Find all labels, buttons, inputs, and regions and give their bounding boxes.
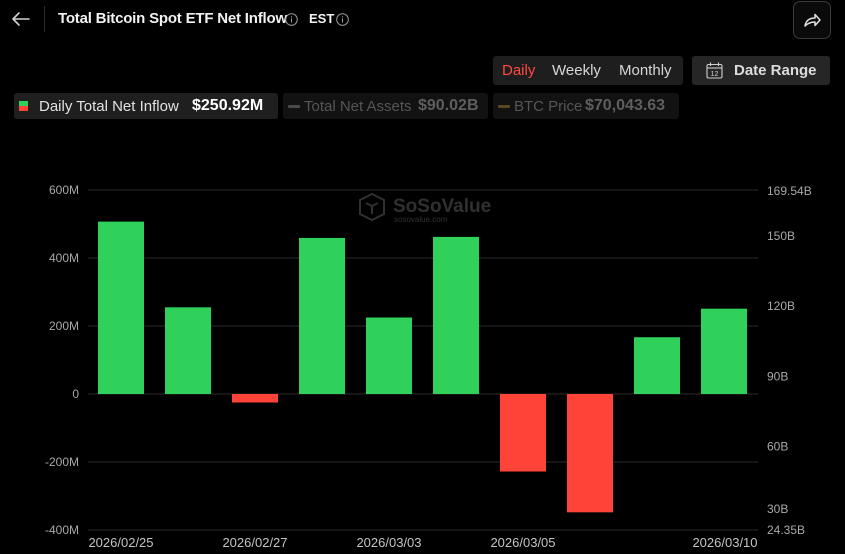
left-axis: 600M 400M 200M 0 -200M -400M [45, 183, 79, 537]
share-button[interactable] [793, 1, 831, 39]
top-bar: Total Bitcoin Spot ETF Net Inflow EST [0, 0, 845, 40]
bar-2026-02-26 [165, 307, 211, 394]
bar-2026-03-04 [433, 236, 479, 394]
legend-btc-value: $70,043.63 [585, 97, 666, 114]
calendar-day-text: 12 [711, 71, 719, 78]
left-tick-label: -200M [45, 455, 79, 469]
left-tick-label: 400M [49, 251, 79, 265]
x-tick-label: 2026/02/25 [88, 535, 153, 550]
assets-legend-swatch-icon [288, 105, 300, 108]
title-info-icon[interactable] [285, 13, 298, 26]
back-arrow-icon[interactable] [8, 6, 34, 32]
x-tick-label: 2026/03/03 [356, 535, 421, 550]
calendar-icon: 12 [706, 62, 723, 79]
right-axis: 169.54B 150B 120B 90B 60B 30B 24.35B [767, 184, 812, 537]
bar-2026-03-10 [701, 308, 747, 394]
tab-daily[interactable]: Daily [502, 62, 536, 79]
bar-2026-03-05 [500, 394, 546, 472]
bar-2026-03-06 [567, 394, 613, 513]
bar-2026-03-09 [634, 337, 680, 394]
watermark-url: sosovalue.com [394, 215, 448, 224]
legend-inflow-value: $250.92M [192, 97, 264, 114]
tab-monthly[interactable]: Monthly [619, 62, 672, 79]
legend-btc-label: BTC Price [514, 98, 583, 115]
x-tick-label: 2026/03/05 [490, 535, 555, 550]
legend-net-inflow[interactable]: Daily Total Net Inflow $250.92M [14, 93, 278, 119]
right-tick-label: 150B [767, 229, 795, 243]
x-axis: 2026/02/25 2026/02/27 2026/03/03 2026/03/05… [88, 535, 757, 550]
legend-total-net-assets[interactable]: Total Net Assets $90.02B [283, 93, 488, 119]
date-range-button[interactable]: 12 Date Range [692, 56, 830, 85]
date-range-label: Date Range [734, 62, 817, 79]
left-tick-label: 600M [49, 183, 79, 197]
period-selector: Daily Weekly Monthly [493, 56, 683, 85]
x-tick-label: 2026/03/10 [692, 535, 757, 550]
btc-legend-swatch-icon [498, 105, 510, 108]
tab-weekly[interactable]: Weekly [552, 62, 601, 79]
bar-2026-02-27 [232, 394, 278, 403]
sosovalue-logo-icon [359, 192, 385, 222]
inflow-legend-swatch-icon [19, 101, 28, 111]
bar-2026-03-03 [366, 317, 412, 394]
right-tick-label: 30B [767, 502, 788, 516]
right-tick-label: 60B [767, 440, 788, 454]
legend-inflow-label: Daily Total Net Inflow [39, 98, 179, 115]
watermark: SoSoValue sosovalue.com [359, 192, 491, 224]
right-tick-label: 169.54B [767, 184, 812, 198]
header-divider [44, 6, 45, 32]
legend-assets-value: $90.02B [418, 97, 479, 114]
bar-series [98, 221, 747, 513]
bar-2026-02-25 [98, 221, 144, 394]
left-tick-label: 200M [49, 319, 79, 333]
timezone-info-icon[interactable] [336, 13, 349, 26]
x-tick-label: 2026/02/27 [222, 535, 287, 550]
right-tick-label: 120B [767, 299, 795, 313]
right-tick-label: 24.35B [767, 523, 805, 537]
watermark-brand: SoSoValue [393, 196, 491, 217]
legend-assets-label: Total Net Assets [304, 98, 412, 115]
page-title: Total Bitcoin Spot ETF Net Inflow [58, 10, 287, 27]
left-tick-label: 0 [72, 387, 79, 401]
bar-2026-03-02 [299, 237, 345, 394]
legend-btc-price[interactable]: BTC Price $70,043.63 [493, 93, 679, 119]
right-tick-label: 90B [767, 369, 788, 383]
left-tick-label: -400M [45, 523, 79, 537]
timezone-label: EST [309, 11, 335, 26]
share-icon [804, 13, 821, 27]
